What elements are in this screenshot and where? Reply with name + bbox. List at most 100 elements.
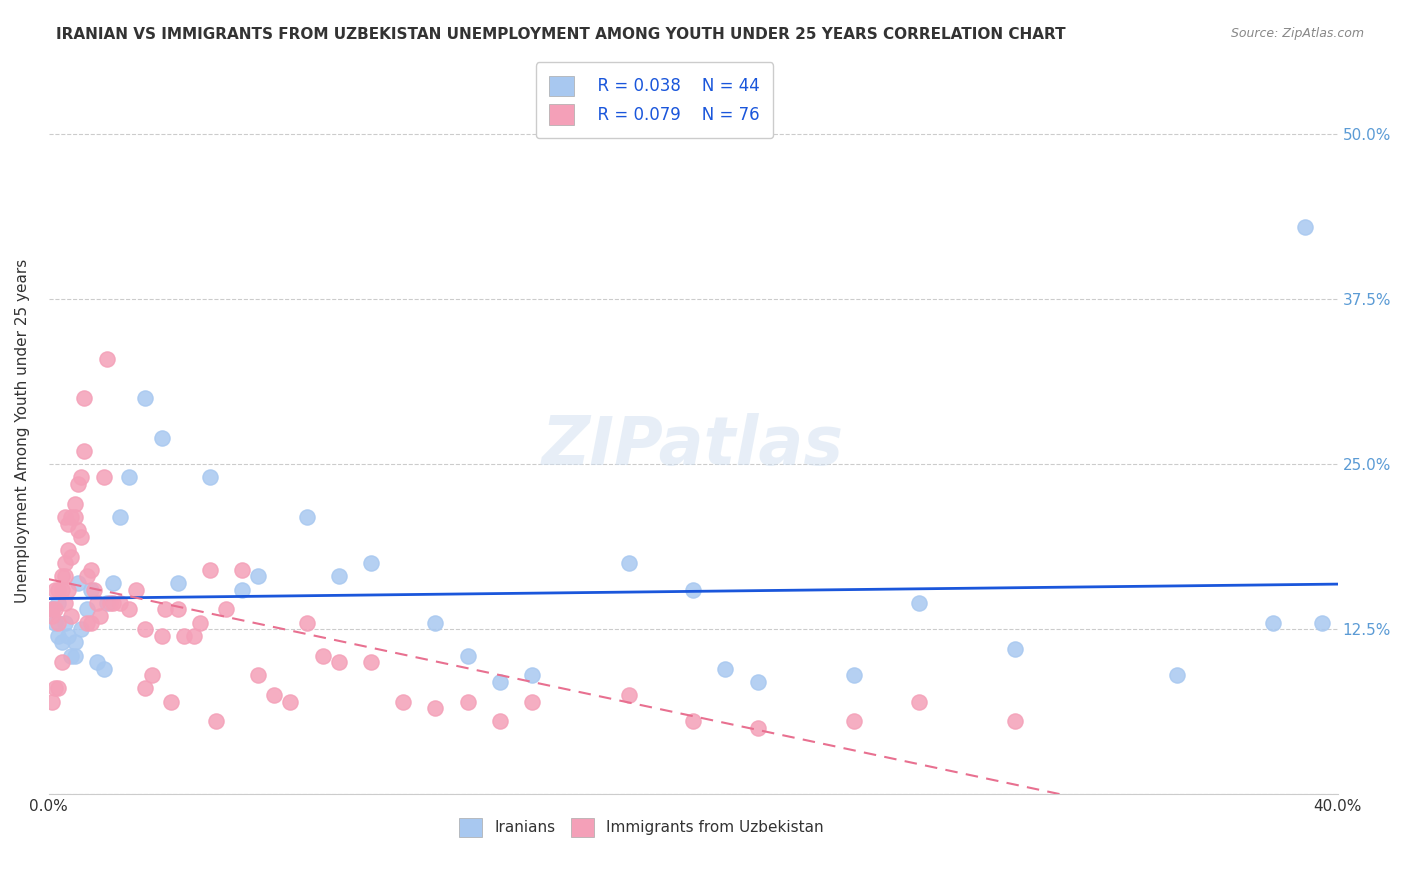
Immigrants from Uzbekistan xyxy=(205,714,228,729)
Iranians xyxy=(108,510,131,524)
Immigrants from Uzbekistan xyxy=(53,510,76,524)
Y-axis label: Unemployment Among Youth under 25 years: Unemployment Among Youth under 25 years xyxy=(15,260,30,603)
Iranians xyxy=(41,602,63,616)
Immigrants from Uzbekistan xyxy=(173,629,195,643)
Immigrants from Uzbekistan xyxy=(328,655,350,669)
Immigrants from Uzbekistan xyxy=(188,615,211,630)
Immigrants from Uzbekistan xyxy=(98,596,121,610)
Immigrants from Uzbekistan xyxy=(103,596,125,610)
Iranians xyxy=(44,615,66,630)
Immigrants from Uzbekistan xyxy=(53,569,76,583)
Immigrants from Uzbekistan xyxy=(51,582,73,597)
Immigrants from Uzbekistan xyxy=(489,714,512,729)
Immigrants from Uzbekistan xyxy=(83,582,105,597)
Immigrants from Uzbekistan xyxy=(86,596,108,610)
Immigrants from Uzbekistan xyxy=(70,470,93,484)
Immigrants from Uzbekistan xyxy=(150,629,173,643)
Immigrants from Uzbekistan xyxy=(263,688,285,702)
Immigrants from Uzbekistan xyxy=(520,695,543,709)
Iranians xyxy=(425,615,447,630)
Immigrants from Uzbekistan xyxy=(215,602,238,616)
Iranians xyxy=(247,569,270,583)
Iranians xyxy=(56,629,79,643)
Immigrants from Uzbekistan xyxy=(76,569,98,583)
Immigrants from Uzbekistan xyxy=(79,615,101,630)
Immigrants from Uzbekistan xyxy=(682,714,704,729)
Immigrants from Uzbekistan xyxy=(66,523,89,537)
Immigrants from Uzbekistan xyxy=(60,609,83,624)
Iranians xyxy=(63,635,86,649)
Immigrants from Uzbekistan xyxy=(360,655,382,669)
Immigrants from Uzbekistan xyxy=(56,516,79,531)
Immigrants from Uzbekistan xyxy=(56,582,79,597)
Immigrants from Uzbekistan xyxy=(231,563,253,577)
Immigrants from Uzbekistan xyxy=(747,721,769,735)
Iranians xyxy=(118,470,141,484)
Immigrants from Uzbekistan xyxy=(118,602,141,616)
Iranians xyxy=(166,576,188,591)
Iranians xyxy=(53,615,76,630)
Immigrants from Uzbekistan xyxy=(183,629,205,643)
Immigrants from Uzbekistan xyxy=(41,609,63,624)
Immigrants from Uzbekistan xyxy=(53,596,76,610)
Iranians xyxy=(70,622,93,636)
Iranians xyxy=(520,668,543,682)
Immigrants from Uzbekistan xyxy=(73,392,96,406)
Immigrants from Uzbekistan xyxy=(166,602,188,616)
Iranians xyxy=(844,668,866,682)
Iranians xyxy=(617,556,640,570)
Immigrants from Uzbekistan xyxy=(392,695,415,709)
Immigrants from Uzbekistan xyxy=(56,543,79,558)
Immigrants from Uzbekistan xyxy=(96,351,118,366)
Iranians xyxy=(86,655,108,669)
Iranians xyxy=(76,602,98,616)
Immigrants from Uzbekistan xyxy=(53,556,76,570)
Iranians xyxy=(66,576,89,591)
Iranians xyxy=(1166,668,1188,682)
Iranians xyxy=(907,596,929,610)
Immigrants from Uzbekistan xyxy=(51,655,73,669)
Iranians xyxy=(198,470,221,484)
Immigrants from Uzbekistan xyxy=(907,695,929,709)
Immigrants from Uzbekistan xyxy=(198,563,221,577)
Immigrants from Uzbekistan xyxy=(73,444,96,458)
Iranians xyxy=(134,392,156,406)
Iranians xyxy=(489,674,512,689)
Iranians xyxy=(295,510,318,524)
Iranians xyxy=(1294,219,1316,234)
Text: IRANIAN VS IMMIGRANTS FROM UZBEKISTAN UNEMPLOYMENT AMONG YOUTH UNDER 25 YEARS CO: IRANIAN VS IMMIGRANTS FROM UZBEKISTAN UN… xyxy=(56,27,1066,42)
Iranians xyxy=(1263,615,1285,630)
Immigrants from Uzbekistan xyxy=(125,582,148,597)
Immigrants from Uzbekistan xyxy=(41,695,63,709)
Immigrants from Uzbekistan xyxy=(108,596,131,610)
Immigrants from Uzbekistan xyxy=(44,582,66,597)
Immigrants from Uzbekistan xyxy=(63,497,86,511)
Immigrants from Uzbekistan xyxy=(93,470,115,484)
Iranians xyxy=(93,662,115,676)
Immigrants from Uzbekistan xyxy=(1004,714,1026,729)
Iranians xyxy=(63,648,86,663)
Iranians xyxy=(51,635,73,649)
Immigrants from Uzbekistan xyxy=(44,681,66,696)
Iranians xyxy=(103,576,125,591)
Iranians xyxy=(48,596,70,610)
Immigrants from Uzbekistan xyxy=(160,695,183,709)
Iranians xyxy=(60,648,83,663)
Immigrants from Uzbekistan xyxy=(60,510,83,524)
Immigrants from Uzbekistan xyxy=(70,530,93,544)
Text: ZIPatlas: ZIPatlas xyxy=(543,413,844,479)
Iranians xyxy=(360,556,382,570)
Immigrants from Uzbekistan xyxy=(247,668,270,682)
Iranians xyxy=(231,582,253,597)
Immigrants from Uzbekistan xyxy=(311,648,333,663)
Iranians xyxy=(747,674,769,689)
Iranians xyxy=(1310,615,1333,630)
Iranians xyxy=(328,569,350,583)
Iranians xyxy=(96,596,118,610)
Immigrants from Uzbekistan xyxy=(425,701,447,715)
Legend: Iranians, Immigrants from Uzbekistan: Iranians, Immigrants from Uzbekistan xyxy=(451,811,831,845)
Immigrants from Uzbekistan xyxy=(134,622,156,636)
Iranians xyxy=(714,662,737,676)
Immigrants from Uzbekistan xyxy=(79,563,101,577)
Immigrants from Uzbekistan xyxy=(295,615,318,630)
